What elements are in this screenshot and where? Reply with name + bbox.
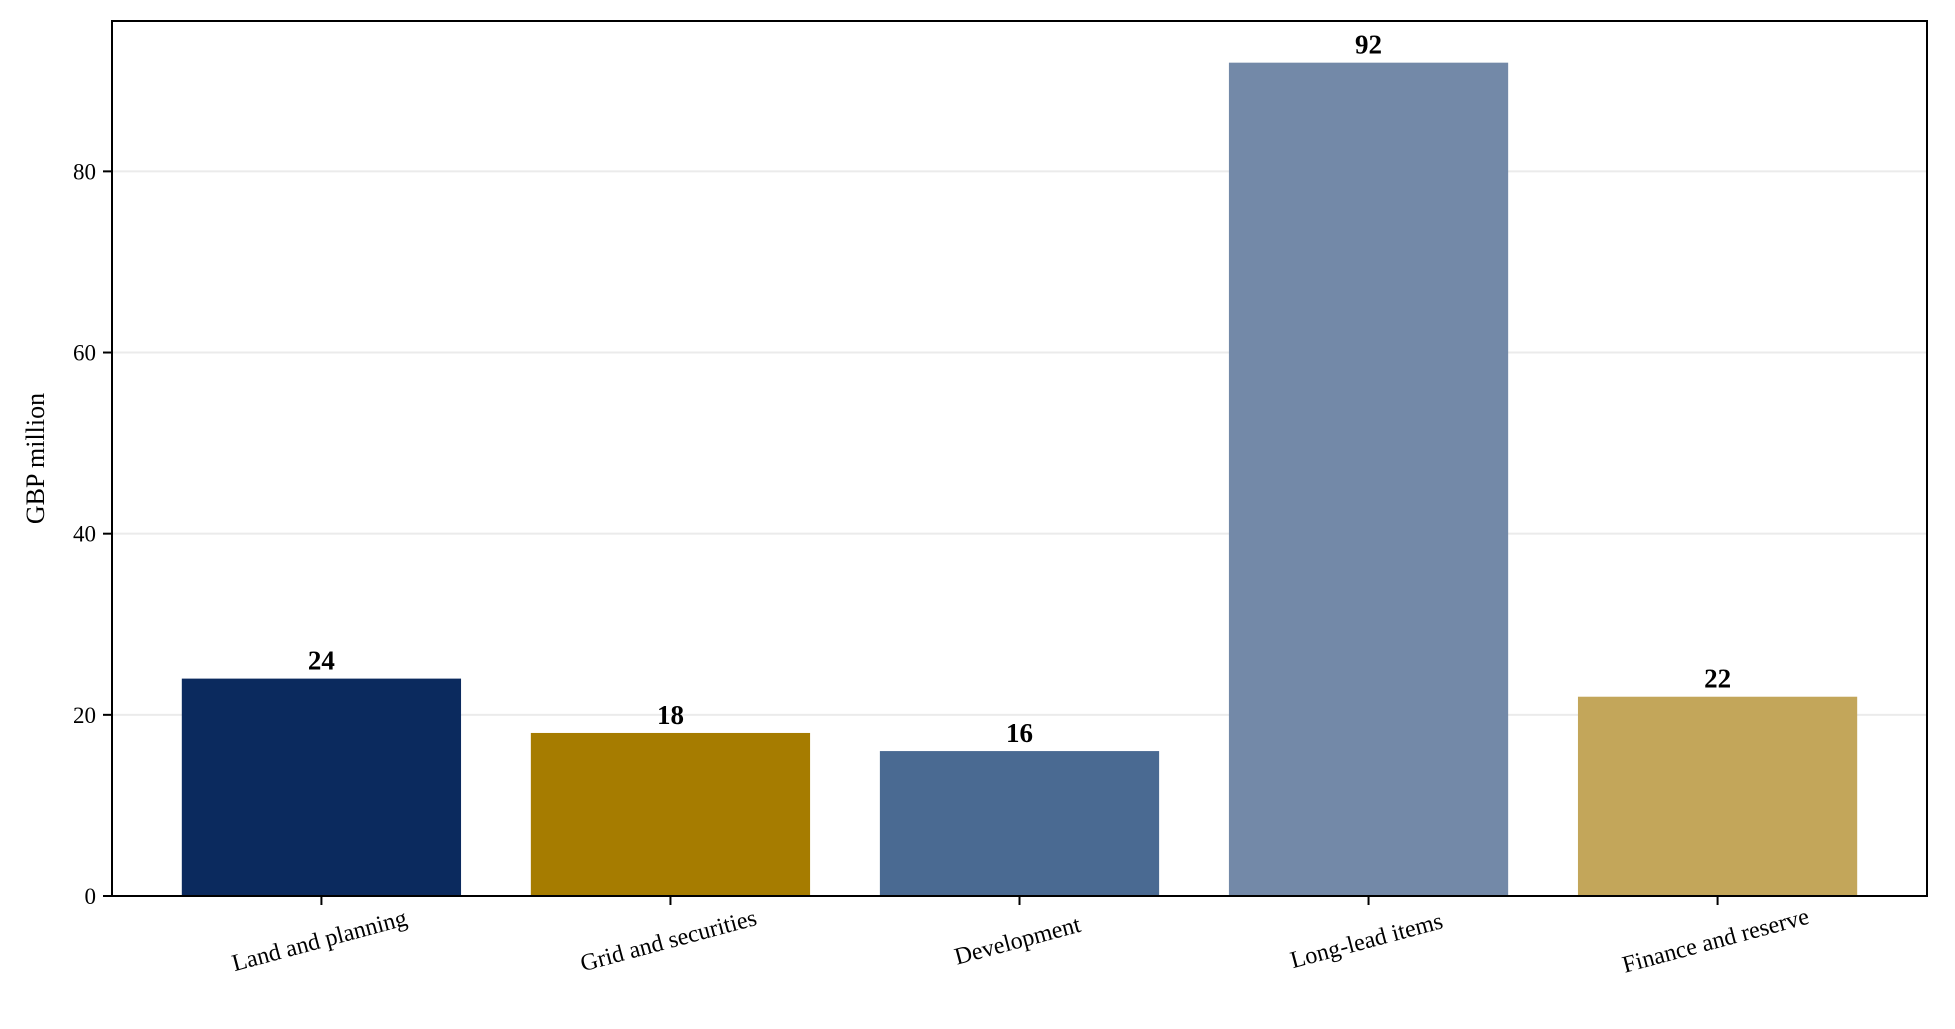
- bar: [879, 751, 1160, 896]
- bar-value-label: 92: [1355, 30, 1382, 60]
- bar-value-label: 22: [1704, 664, 1731, 694]
- y-axis: 0 20 40 60 80: [73, 159, 112, 909]
- bar-value-label: 18: [657, 700, 684, 730]
- bar: [530, 732, 811, 896]
- bar-value-label: 24: [308, 646, 335, 676]
- bar: [181, 678, 462, 896]
- x-tick-label: Long-lead items: [1288, 908, 1446, 974]
- x-tick-label: Finance and reserve: [1620, 904, 1812, 979]
- x-axis: Land and planning Grid and securities Deve…: [229, 896, 1812, 979]
- gridlines: [112, 170, 1927, 716]
- y-tick-label: 80: [73, 159, 96, 184]
- y-tick-label: 40: [73, 522, 96, 547]
- x-tick-label: Development: [952, 912, 1084, 971]
- x-tick-label: Land and planning: [229, 905, 410, 977]
- value-labels: 24 18 16 92 22: [308, 30, 1731, 748]
- y-tick-label: 20: [73, 703, 96, 728]
- bar: [1228, 62, 1509, 896]
- y-axis-title: GBP million: [21, 393, 50, 524]
- x-tick-label: Grid and securities: [578, 905, 760, 977]
- bar-value-label: 16: [1006, 718, 1033, 748]
- y-tick-label: 60: [73, 341, 96, 366]
- y-tick-label: 0: [85, 884, 97, 909]
- bars: [181, 62, 1858, 896]
- bar: [1577, 696, 1858, 896]
